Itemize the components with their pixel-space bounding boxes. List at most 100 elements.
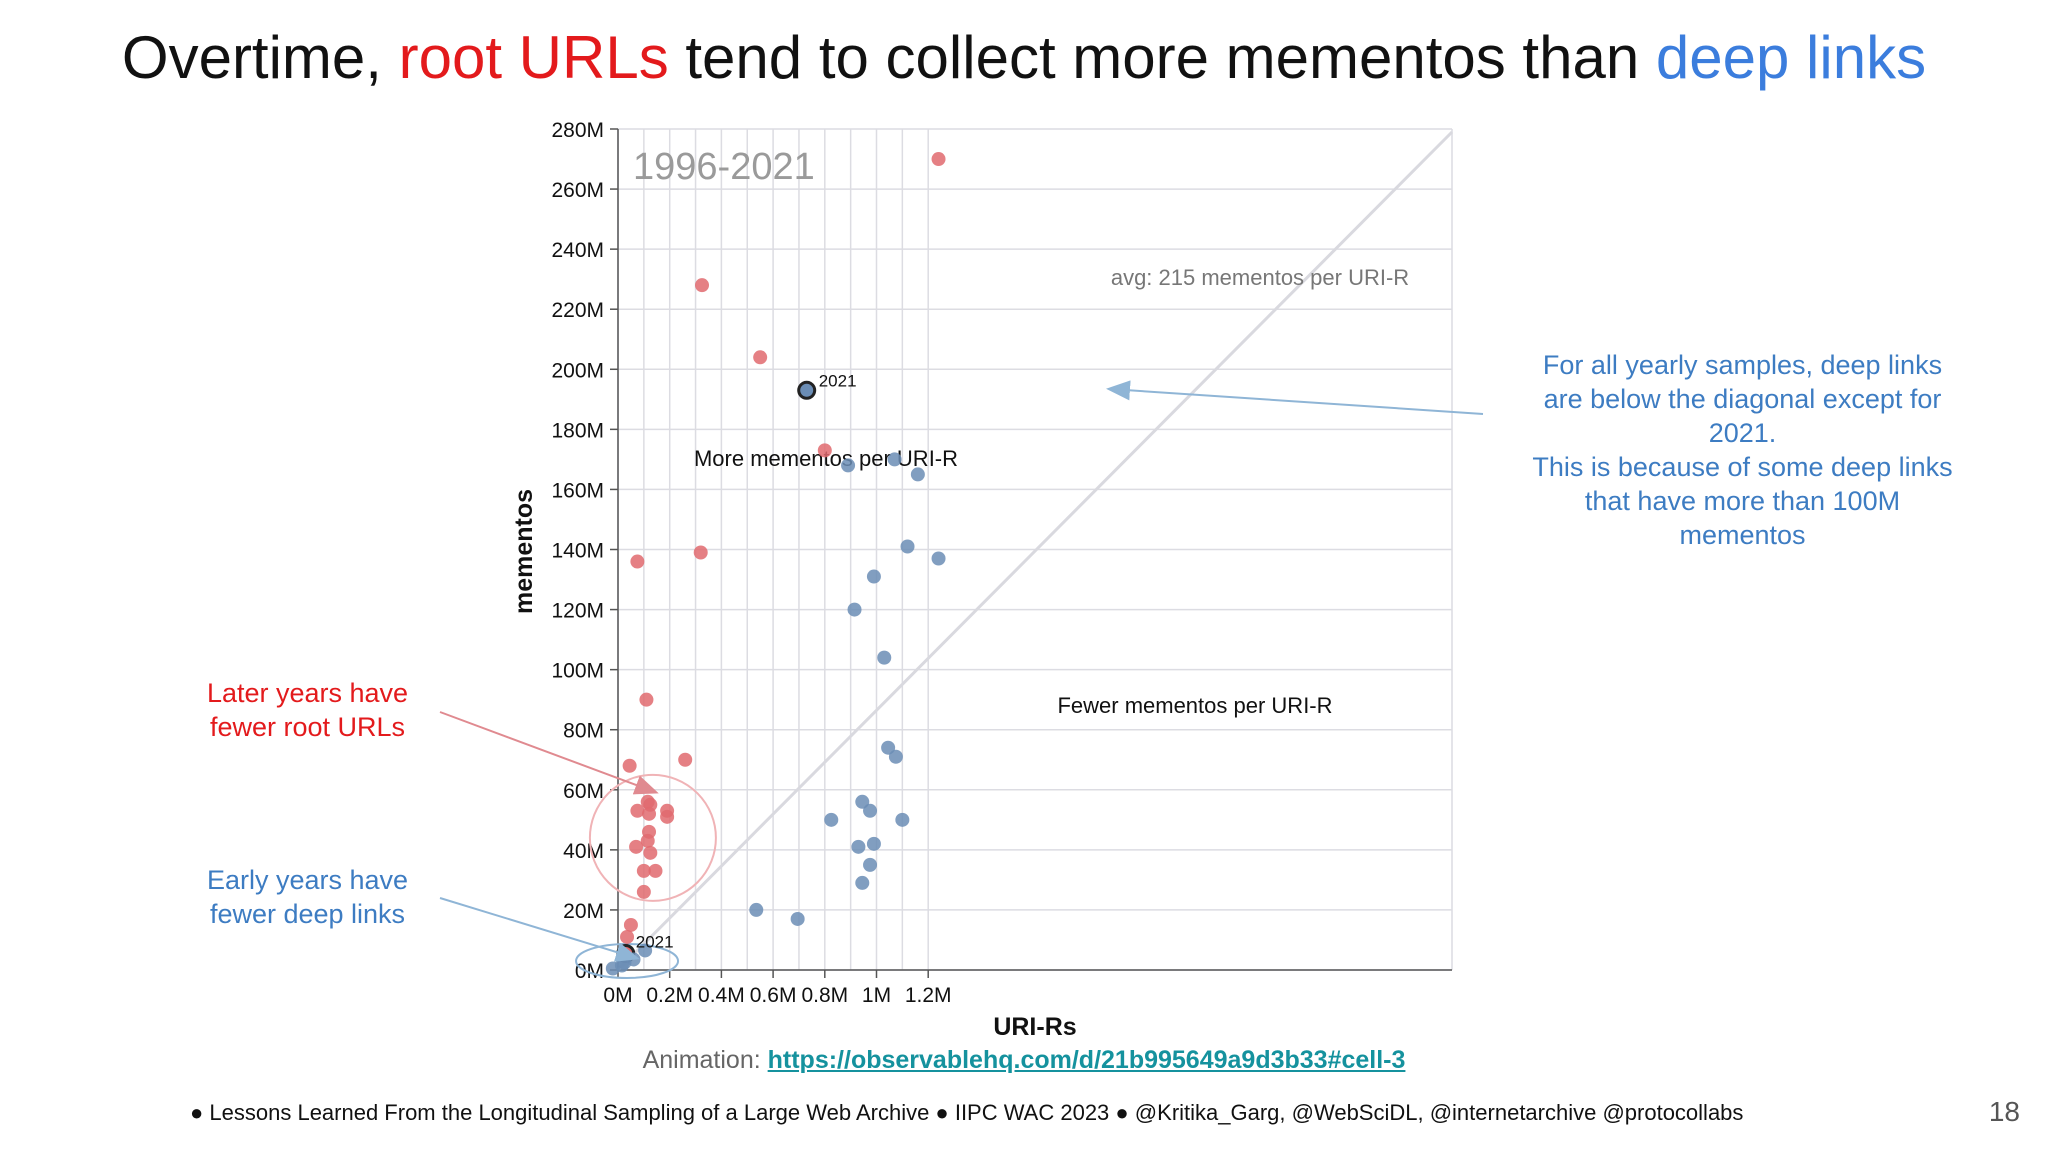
y-tick-label: 120M <box>551 600 604 623</box>
deep-link-point <box>605 961 620 976</box>
deep-link-point <box>900 539 915 554</box>
y-tick-label: 220M <box>551 299 604 322</box>
animation-line: Animation: https://observablehq.com/d/21… <box>0 1046 2048 1075</box>
right-note-line3: 2021. <box>1708 418 1777 448</box>
right-note-line1: For all yearly samples, deep links <box>1542 350 1943 380</box>
y-tick-label: 140M <box>551 540 604 563</box>
root-url-point <box>636 863 651 878</box>
chart-period-label: 1996-2021 <box>633 146 815 188</box>
deep-link-point <box>749 902 764 917</box>
deep-link-point <box>863 803 878 818</box>
title-part1: Overtime, <box>121 24 382 91</box>
deep-link-point <box>855 875 870 890</box>
right-note-line5: that have more than 100M <box>1584 486 1901 516</box>
x-tick-label: 0M <box>603 984 632 1007</box>
chart-points <box>605 152 946 976</box>
y-tick-label: 100M <box>551 660 604 683</box>
deep-note-arrow <box>439 897 640 962</box>
right-note-line4: This is because of some deep links <box>1532 452 1953 482</box>
y-tick-label: 80M <box>563 720 604 743</box>
y-tick-label: 20M <box>563 900 604 923</box>
deep-link-point <box>851 839 866 854</box>
footer: ● Lessons Learned From the Longitudinal … <box>190 1100 1744 1125</box>
x-tick-label: 0.2M <box>646 984 693 1007</box>
root-note-arrow <box>439 711 659 795</box>
root-cluster-circle <box>588 773 717 902</box>
root-url-point <box>660 809 675 824</box>
deep-link-point <box>910 467 925 482</box>
root-url-point <box>695 278 710 293</box>
deep-note-line1: Early years have <box>206 865 409 895</box>
root-note-line1: Later years have <box>206 678 409 708</box>
x-axis-label: URI-Rs <box>993 1013 1076 1041</box>
root-url-point <box>640 833 655 848</box>
slide-number: 18 <box>1988 1096 2020 1127</box>
root-url-point <box>629 839 644 854</box>
deep-link-point <box>866 569 881 584</box>
deep-link-point <box>895 812 910 827</box>
deep-2021-point <box>797 380 817 400</box>
slide-title: Overtime, root URLs tend to collect more… <box>0 18 2048 98</box>
y-tick-label: 60M <box>563 780 604 803</box>
root-url-point <box>630 803 645 818</box>
root-url-point <box>931 152 946 167</box>
root-url-point <box>678 752 693 767</box>
title-part2: tend to collect more mementos than <box>685 24 1640 91</box>
root-url-point <box>620 929 635 944</box>
x-tick-label: 1M <box>862 984 891 1007</box>
right-note-line6: mementos <box>1679 520 1806 550</box>
deep-link-point <box>847 602 862 617</box>
deep-note-line2: fewer deep links <box>209 899 406 929</box>
root-url-point <box>622 758 637 773</box>
right-note-line2: are below the diagonal except for <box>1543 384 1942 414</box>
x-tick-label: 0.4M <box>698 984 745 1007</box>
deep-link-point <box>888 749 903 764</box>
right-note-arrow <box>1106 380 1484 415</box>
root-url-point <box>636 884 651 899</box>
root-note: Later years have fewer root URLs <box>170 676 445 744</box>
x-tick-label: 0.6M <box>750 984 797 1007</box>
deep-link-point <box>790 911 805 926</box>
y-tick-label: 180M <box>551 419 604 442</box>
title-root-urls: root URLs <box>398 24 669 91</box>
root-url-point <box>639 692 654 707</box>
deep-link-point <box>877 650 892 665</box>
deep-link-point <box>887 452 902 467</box>
root-note-line2: fewer root URLs <box>209 712 406 742</box>
root-url-point <box>648 863 663 878</box>
diagonal-label: avg: 215 mementos per URI-R <box>1111 265 1409 290</box>
title-deep-links: deep links <box>1655 24 1927 91</box>
deep-link-point <box>638 943 653 958</box>
root-url-point <box>693 545 708 560</box>
y-tick-label: 280M <box>551 119 604 142</box>
deep-2021-label: 2021 <box>819 371 857 390</box>
root-url-point <box>623 917 638 932</box>
right-note: For all yearly samples, deep links are b… <box>1500 348 1985 552</box>
root-2021-label: 2021 <box>636 932 674 951</box>
y-tick-label: 40M <box>563 840 604 863</box>
root-url-point <box>643 845 658 860</box>
root-url-point <box>642 806 657 821</box>
y-tick-label: 240M <box>551 239 604 262</box>
x-tick-label: 0.8M <box>801 984 848 1007</box>
root-url-point <box>817 443 832 458</box>
deep-link-point <box>824 812 839 827</box>
y-tick-label: 260M <box>551 179 604 202</box>
animation-label: Animation: <box>642 1046 761 1074</box>
x-tick-label: 1.2M <box>905 984 952 1007</box>
y-tick-label: 160M <box>551 479 604 502</box>
average-diagonal-line <box>616 130 1454 972</box>
chart-axes: 0M 20M 40M 60M 80M 100M 120M 140M 160M 180M 200M 22… <box>551 119 1452 1007</box>
deep-link-point <box>931 551 946 566</box>
root-url-point <box>753 350 768 365</box>
y-tick-label: 200M <box>551 359 604 382</box>
root-url-point <box>630 554 645 569</box>
deep-link-point <box>866 836 881 851</box>
deep-link-point <box>841 458 856 473</box>
animation-link[interactable]: https://observablehq.com/d/21b995649a9d3… <box>767 1046 1406 1074</box>
y-axis-label: mementos <box>510 489 538 614</box>
region-below-label: Fewer mementos per URI-R <box>1057 693 1332 718</box>
deep-link-point <box>863 857 878 872</box>
deep-note: Early years have fewer deep links <box>170 863 445 931</box>
